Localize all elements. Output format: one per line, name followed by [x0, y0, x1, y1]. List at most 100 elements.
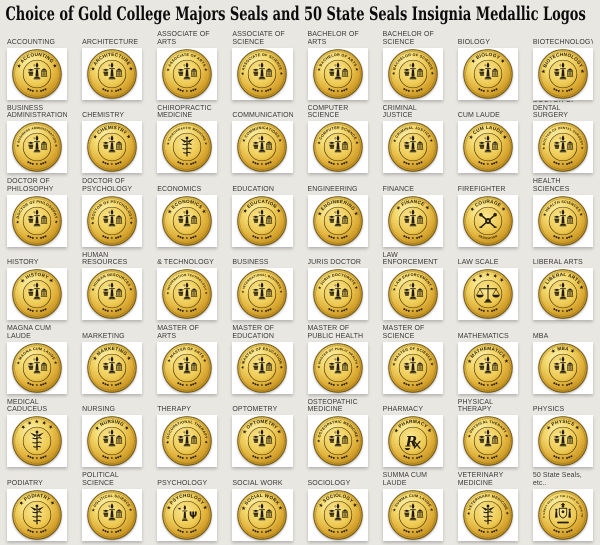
seal-tile[interactable]: ★ ASSOCIATE OF SCIENCE ★ ◆◆◆ ★ ◆◆◆ — [232, 47, 293, 100]
gold-seal-medallion: ★ HEALTH SCIENCES ★◆◆◆ ★ ◆◆◆ — [538, 195, 588, 246]
seal-tile[interactable]: ★ ASSOCIATE OF ARTS ★ ◆◆◆ ★ ◆◆◆ — [157, 47, 218, 100]
seal-tile[interactable]: ★ BACHELOR OF ARTS ★ ◆◆◆ ★ ◆◆◆ — [307, 47, 368, 100]
gold-seal-medallion: ★ COMPUTER SCIENCE ★◆◆◆ ★ ◆◆◆ — [312, 122, 363, 172]
seal-tile[interactable]: ★ CUM LAUDE ★ ◆◆◆ ★ ◆◆◆ — [457, 121, 518, 173]
seal-label: DOCTOR OF PSYCHOLOGY — [82, 178, 133, 193]
seal-bottom-text: ◆◆◆ ★ ◆◆◆ — [176, 86, 198, 93]
seal-tile[interactable]: ★ EDUCATION ★ ◆◆◆ ★ ◆◆◆ — [232, 194, 293, 247]
gold-seal-medallion: ★ CHEMISTRY ★◆◆◆ ★ ◆◆◆ — [87, 122, 137, 172]
seal-tile[interactable]: ★ ACCOUNTING ★ ◆◆◆ ★ ◆◆◆ — [7, 47, 68, 100]
seal-label: HUMAN RESOURCES — [82, 251, 128, 267]
seal-tile[interactable]: ★ PSYCHOLOGY ★ ◆◆◆ ★ ◆◆◆ Ψ — [157, 488, 218, 541]
seal-tile[interactable]: ★ BIOLOGY ★ ◆◆◆ ★ ◆◆◆ — [457, 47, 518, 100]
seal-tile[interactable]: ★ ARCHITECTURE ★ ◆◆◆ ★ ◆◆◆ — [82, 47, 143, 100]
seal-cell: BACHELOR OF SCIENCE ★ BACHELOR OF SCIENCE… — [382, 27, 443, 101]
seal-tile[interactable]: ★ PHYSICS ★ ◆◆◆ ★ ◆◆◆ — [532, 415, 593, 467]
gold-seal-medallion: ★ PHYSICS ★◆◆◆ ★ ◆◆◆ — [538, 416, 588, 466]
seal-tile[interactable]: ★ LIBERAL ARTS ★ ◆◆◆ ★ ◆◆◆ — [532, 268, 593, 320]
seal-tile[interactable]: ★ BUSINESS ADMINISTRATION ★ ◆◆◆ ★ ◆◆◆ — [7, 121, 68, 173]
seal-tile[interactable]: ★ MASTER OF ARTS ★ ◆◆◆ ★ ◆◆◆ — [157, 341, 218, 394]
seal-tile[interactable]: ★ PODIATRY ★ ◆◆◆ ★ ◆◆◆ — [7, 488, 68, 541]
seal-tile[interactable]: ★ CRIMINAL JUSTICE ★ ◆◆◆ ★ ◆◆◆ — [382, 121, 443, 173]
seal-tile[interactable]: ★ MASTER OF EDUCATION ★ ◆◆◆ ★ ◆◆◆ — [232, 341, 293, 394]
svg-text:Ψ: Ψ — [189, 510, 197, 521]
seal-label: NURSING — [82, 406, 116, 414]
gold-seal-medallion: ★ MASTER OF SCIENCE ★◆◆◆ ★ ◆◆◆ — [387, 342, 438, 393]
seal-tile[interactable]: ★ CHIROPRACTIC MEDICINE ★ ◆◆◆ ★ ◆◆◆ — [157, 121, 218, 173]
seal-label: OPTOMETRY — [232, 406, 278, 414]
seal-tile[interactable]: ★ VETERINARY MEDICINE ★ ◆◆◆ ★ ◆◆◆ — [457, 488, 518, 541]
seal-tile[interactable]: ★ MARKETING ★ ◆◆◆ ★ ◆◆◆ — [82, 341, 143, 394]
gold-seal-medallion: ★ LAW ENFORCEMENT ★◆◆◆ ★ ◆◆◆ — [387, 269, 438, 319]
seal-tile[interactable]: ★ BIOTECHNOLOGY ★ ◆◆◆ ★ ◆◆◆ — [532, 47, 593, 100]
seal-bottom-text: ◆◆◆ ★ ◆◆◆ — [552, 453, 574, 460]
seal-tile[interactable]: ★ MATHEMATICS ★ ◆◆◆ ★ ◆◆◆ — [457, 341, 518, 394]
seal-tile[interactable]: ★ HISTORY ★ ◆◆◆ ★ ◆◆◆ — [7, 268, 68, 320]
torch-and-columns-icon — [253, 208, 273, 226]
torch-and-columns-icon — [102, 429, 123, 447]
seal-tile[interactable]: ★ ENGINEERING ★ ◆◆◆ ★ ◆◆◆ — [307, 194, 368, 247]
seal-bottom-text: ◆◆◆ ★ ◆◆◆ — [326, 233, 348, 240]
seal-label: LAW ENFORCEMENT — [382, 251, 438, 267]
seal-cell: DOCTOR OF PHILOSOPHY ★ DOCTOR OF PHILOSOP… — [7, 174, 68, 248]
seal-label: LAW SCALE — [457, 259, 499, 267]
seal-tile[interactable]: ★ SOCIOLOGY ★ ◆◆◆ ★ ◆◆◆ — [307, 488, 368, 541]
seal-cell: BUSINESS ADMINISTRATION ★ BUSINESS ADMINI… — [7, 101, 68, 175]
seal-tile[interactable]: ★ INTERNATIONAL BUSINESS ★ ◆◆◆ ★ ◆◆◆ — [232, 268, 293, 320]
seal-tile[interactable]: ★ HEALTH SCIENCES ★ ◆◆◆ ★ ◆◆◆ — [532, 194, 593, 247]
seal-cell: MASTER OF PUBLIC HEALTH ★ MASTER OF PUBLI… — [307, 321, 368, 395]
seal-tile[interactable]: ★ DOCTOR OF DENTAL SURGERY ★ ◆◆◆ ★ ◆◆◆ — [532, 121, 593, 173]
torch-and-columns-icon — [553, 135, 574, 153]
seal-tile[interactable]: ★ LAW ENFORCEMENT ★ ◆◆◆ ★ ◆◆◆ — [382, 268, 443, 320]
gold-seal-medallion: ★ ENGINEERING ★◆◆◆ ★ ◆◆◆ — [312, 195, 363, 246]
seal-tile[interactable]: ★ THE GREAT SEAL OF THE STATE OF NEW YOR… — [532, 488, 593, 541]
seal-tile[interactable]: ★ MASTER OF PUBLIC HEALTH ★ ◆◆◆ ★ ◆◆◆ — [307, 341, 368, 394]
seal-tile[interactable]: ★ NURSING ★ ◆◆◆ ★ ◆◆◆ — [82, 415, 143, 467]
seal-tile[interactable]: ★ SOCIAL WORK ★ ◆◆◆ ★ ◆◆◆ — [232, 488, 293, 541]
seal-tile[interactable]: ★ JURIS DOCTORATE ★ ◆◆◆ ★ ◆◆◆ — [307, 268, 368, 320]
seal-tile[interactable]: ★ MAGNA CUM LAUDE ★ ◆◆◆ ★ ◆◆◆ — [7, 341, 68, 394]
seal-bottom-text: ◆◆◆ ★ ◆◆◆ — [552, 527, 574, 534]
seal-tile[interactable]: ★ ECONOMICS ★ ◆◆◆ ★ ◆◆◆ — [157, 194, 218, 247]
seal-tile[interactable]: ★ FINANCE ★ ◆◆◆ ★ ◆◆◆ — [382, 194, 443, 247]
gold-seal-medallion: ★ MASTER OF ARTS ★◆◆◆ ★ ◆◆◆ — [162, 342, 213, 393]
seal-tile[interactable]: ★ MASTER OF SCIENCE ★ ◆◆◆ ★ ◆◆◆ — [382, 341, 443, 394]
torch-and-columns-icon — [102, 208, 123, 226]
seal-tile[interactable]: ★ INFORMATION TECHNOLOGY ★ ◆◆◆ ★ ◆◆◆ — [157, 268, 218, 320]
seal-bottom-text: ◆◆◆ ★ ◆◆◆ — [401, 380, 423, 387]
seal-tile[interactable]: ★ COMPUTER SCIENCE ★ ◆◆◆ ★ ◆◆◆ — [307, 121, 368, 173]
torch-and-columns-icon — [102, 282, 123, 300]
seal-tile[interactable]: ★ CHEMISTRY ★ ◆◆◆ ★ ◆◆◆ — [82, 121, 143, 173]
seal-cell: THERAPY ★ OCCUPATIONAL THERAPY ★ ◆◆◆ ★ ◆◆◆ — [157, 395, 218, 469]
seal-tile[interactable]: ★ POLITICAL SCIENCE ★ ◆◆◆ ★ ◆◆◆ — [82, 488, 143, 541]
seal-cell: 50 State Seals, etc.. ★ THE GREAT SEAL OF… — [532, 468, 593, 542]
seal-tile[interactable]: ★ DOCTOR OF PHILOSOPHY ★ ◆◆◆ ★ ◆◆◆ — [7, 194, 68, 247]
seal-cell: HUMAN RESOURCES ★ HUMAN RESOURCES ★ ◆◆◆ ★ … — [82, 248, 143, 322]
seal-tile[interactable]: ★ BACHELOR OF SCIENCE ★ ◆◆◆ ★ ◆◆◆ — [382, 47, 443, 100]
seal-tile[interactable]: ★ OSTEOPATHIC MEDICINE ★ ◆◆◆ ★ ◆◆◆ — [307, 415, 368, 467]
seal-tile[interactable]: ★ COURAGE ★ DEDICATION — [457, 194, 518, 247]
seal-bottom-text: ◆◆◆ ★ ◆◆◆ — [26, 159, 48, 166]
seal-tile[interactable]: ★ PHARMACY ★ ◆◆◆ ★ ◆◆◆ R — [382, 415, 443, 467]
seal-bottom-text: ◆◆◆ ★ ◆◆◆ — [101, 159, 123, 166]
seal-bottom-text: ◆◆◆ ★ ◆◆◆ — [26, 306, 48, 313]
seal-tile[interactable]: ★ SUMMA CUM LAUDE ★ ◆◆◆ ★ ◆◆◆ — [382, 488, 443, 541]
seal-tile[interactable]: ★ MBA ★ ◆◆◆ ★ ◆◆◆ — [532, 341, 593, 394]
seal-tile[interactable]: ★ OPTOMETRY ★ ◆◆◆ ★ ◆◆◆ — [232, 415, 293, 467]
seal-bottom-text: ◆◆◆ ★ ◆◆◆ — [476, 86, 498, 93]
seal-cell: OPTOMETRY ★ OPTOMETRY ★ ◆◆◆ ★ ◆◆◆ — [232, 395, 293, 469]
caduceus-icon — [30, 504, 44, 525]
gold-seal-medallion: ★ PHARMACY ★◆◆◆ ★ ◆◆◆ R — [387, 416, 438, 466]
seal-tile[interactable]: ★ OCCUPATIONAL THERAPY ★ ◆◆◆ ★ ◆◆◆ — [157, 415, 218, 467]
caduceus-snakes — [32, 437, 42, 448]
gold-seal-medallion: ★ VETERINARY MEDICINE ★◆◆◆ ★ ◆◆◆ — [463, 489, 513, 540]
seal-tile[interactable]: ★ HUMAN RESOURCES ★ ◆◆◆ ★ ◆◆◆ — [82, 268, 143, 320]
seal-tile[interactable]: ★ PHYSICAL THERAPY ★ ◆◆◆ ★ ◆◆◆ — [457, 415, 518, 467]
gold-seal-medallion: ★ CUM LAUDE ★◆◆◆ ★ ◆◆◆ — [463, 122, 513, 172]
seal-tile[interactable]: ★ DOCTOR OF PSYCHOLOGY ★ ◆◆◆ ★ ◆◆◆ — [82, 194, 143, 247]
seal-cell: BIOLOGY ★ BIOLOGY ★ ◆◆◆ ★ ◆◆◆ — [457, 27, 518, 101]
seal-tile[interactable]: ★ ★ ★ ★ ★ ◆◆◆ ★ ◆◆◆ — [457, 268, 518, 320]
seal-label: CRIMINAL JUSTICE — [382, 104, 417, 120]
seal-tile[interactable]: ★ COMMUNICATIONS ★ ◆◆◆ ★ ◆◆◆ — [232, 121, 293, 173]
seal-tile[interactable]: ★ ★ ★ ★ ★ ◆◆◆ ★ ◆◆◆ — [7, 415, 68, 467]
